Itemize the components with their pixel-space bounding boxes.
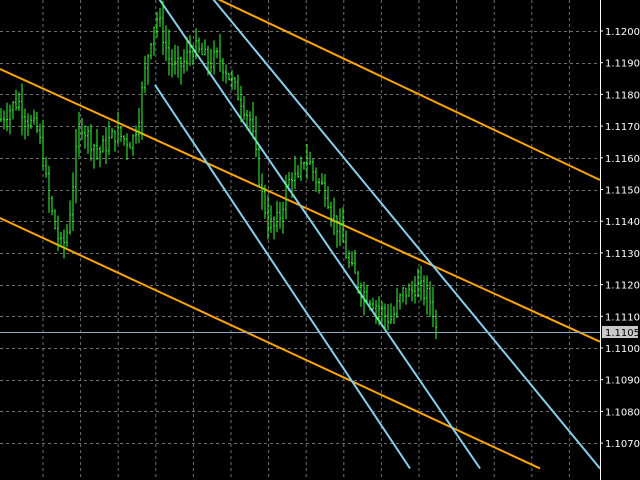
price-axis-label: 1.1080 — [605, 407, 640, 418]
price-axis-label: 1.1090 — [605, 376, 640, 387]
trend-line — [212, 0, 601, 470]
current-price-tag: 1.1105 — [602, 326, 640, 339]
price-axis-label: 1.1190 — [605, 59, 640, 70]
trend-line — [158, 0, 481, 470]
price-axis-label: 1.1130 — [605, 249, 640, 260]
price-axis-label: 1.1170 — [605, 122, 640, 133]
trend-line — [0, 217, 541, 470]
price-axis-label: 1.1140 — [605, 217, 640, 228]
price-axis-label: 1.1100 — [605, 344, 640, 355]
grid — [0, 0, 600, 480]
current-price-label: 1.1105 — [605, 328, 640, 339]
price-axis: 1.1200 1.1190 1.1180 1.1170 1.1160 1.1150 1.11… — [600, 0, 640, 480]
trend-lines — [0, 0, 601, 470]
price-axis-label: 1.1150 — [605, 186, 640, 197]
trend-line — [217, 0, 601, 181]
price-axis-label: 1.1160 — [605, 154, 640, 165]
price-axis-label: 1.1070 — [605, 439, 640, 450]
current-price-tag-bg — [602, 326, 638, 338]
price-axis-label: 1.1120 — [605, 281, 640, 292]
price-axis-label: 1.1200 — [605, 27, 640, 38]
price-axis-label: 1.1110 — [605, 312, 640, 323]
price-axis-label: 1.1180 — [605, 90, 640, 101]
price-bars — [0, 0, 437, 340]
trend-line — [154, 84, 411, 470]
